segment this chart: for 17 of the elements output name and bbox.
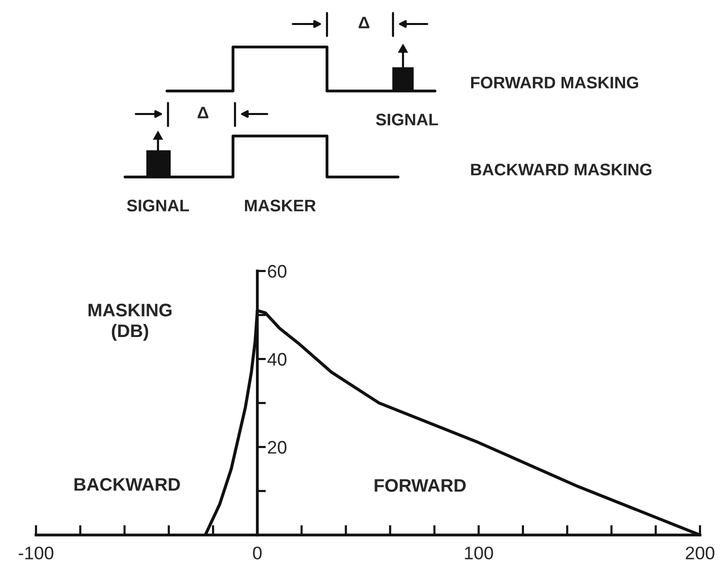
y-tick-label: 60 bbox=[268, 264, 286, 278]
x-tick-label: 100 bbox=[464, 546, 494, 560]
text: SIGNAL bbox=[126, 200, 189, 212]
x-tick-label: -100 bbox=[18, 546, 54, 560]
text: SIGNAL bbox=[376, 114, 438, 126]
y-axis-title: MASKING (DB) bbox=[88, 304, 172, 341]
text: FORWARD MASKING bbox=[471, 76, 638, 88]
text: BACKWARD MASKING bbox=[471, 164, 652, 176]
y-tick-label: 20 bbox=[268, 440, 286, 454]
x-tick-label: 200 bbox=[686, 546, 714, 560]
y-tick-label: 40 bbox=[267, 352, 286, 366]
text: Δ bbox=[198, 106, 208, 118]
text: Δ bbox=[358, 16, 370, 28]
annotation: BACKWARD bbox=[74, 478, 180, 491]
annotation: FORWARD bbox=[374, 479, 466, 492]
text: MASKER bbox=[245, 200, 316, 212]
x-tick-label: 0 bbox=[253, 546, 262, 560]
